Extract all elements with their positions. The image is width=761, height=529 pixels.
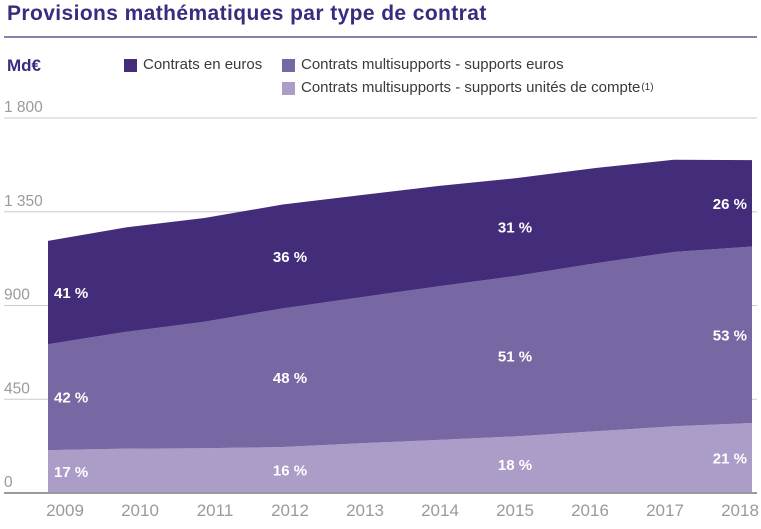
- pct-label-2015-contrats-en-euros: 31 %: [498, 219, 532, 236]
- chart-title: Provisions mathématiques par type de con…: [7, 2, 487, 25]
- legend-swatch-multisupports-euros: [282, 58, 295, 72]
- x-tick-2009: 2009: [46, 501, 84, 520]
- x-tick-2017: 2017: [646, 501, 684, 520]
- area-contrats-multisupports-supports-euros: [48, 246, 752, 451]
- pct-label-2015-contrats-multisupports-supports-euros: 51 %: [498, 349, 532, 366]
- pct-label-2012-contrats-en-euros: 36 %: [273, 249, 307, 266]
- area-contrats-multisupports-supports-unites-de-compte: [48, 423, 752, 493]
- pct-label-2018-contrats-en-euros: 26 %: [713, 196, 747, 213]
- legend-label-multisupports-unites-de-compte: Contrats multisupports - supports unités…: [301, 79, 641, 96]
- pct-label-2012-contrats-multisupports-supports-euros: 48 %: [273, 370, 307, 387]
- x-tick-2016: 2016: [571, 501, 609, 520]
- y-tick-1350: 1 350: [4, 193, 43, 210]
- pct-label-2015-contrats-multisupports-supports-unites-de-compte: 18 %: [498, 457, 532, 474]
- y-tick-0: 0: [4, 474, 13, 491]
- legend-item-multisupports-euros: Contrats multisupports - supports euros: [282, 57, 564, 73]
- title-divider: [4, 36, 757, 38]
- x-tick-2018: 2018: [721, 501, 759, 520]
- pct-label-2009-contrats-multisupports-supports-unites-de-compte: 17 %: [54, 464, 88, 481]
- y-tick-450: 450: [4, 380, 30, 397]
- x-tick-2010: 2010: [121, 501, 159, 520]
- pct-label-2012-contrats-multisupports-supports-unites-de-compte: 16 %: [273, 463, 307, 480]
- legend-item-contrats-en-euros: Contrats en euros: [124, 57, 262, 73]
- area-contrats-en-euros: [48, 159, 752, 345]
- y-tick-900: 900: [4, 287, 30, 304]
- y-tick-1800: 1 800: [4, 99, 43, 116]
- pct-label-2018-contrats-multisupports-supports-euros: 53 %: [713, 327, 747, 344]
- y-axis-unit-label: Md€: [7, 56, 41, 75]
- x-tick-2015: 2015: [496, 501, 534, 520]
- pct-label-2009-contrats-en-euros: 41 %: [54, 285, 88, 302]
- legend-swatch-multisupports-unites-de-compte: [282, 81, 295, 95]
- pct-label-2009-contrats-multisupports-supports-euros: 42 %: [54, 390, 88, 407]
- x-tick-2014: 2014: [421, 501, 459, 520]
- pct-label-2018-contrats-multisupports-supports-unites-de-compte: 21 %: [713, 451, 747, 468]
- footnote-marker: (1): [641, 82, 654, 93]
- x-tick-2013: 2013: [346, 501, 384, 520]
- legend-label-multisupports-euros: Contrats multisupports - supports euros: [301, 56, 564, 73]
- x-tick-2012: 2012: [271, 501, 309, 520]
- legend-item-multisupports-unites-de-compte: Contrats multisupports - supports unités…: [282, 80, 654, 96]
- x-tick-2011: 2011: [197, 501, 234, 520]
- legend-swatch-contrats-en-euros: [124, 58, 137, 72]
- legend-label-contrats-en-euros: Contrats en euros: [143, 56, 263, 73]
